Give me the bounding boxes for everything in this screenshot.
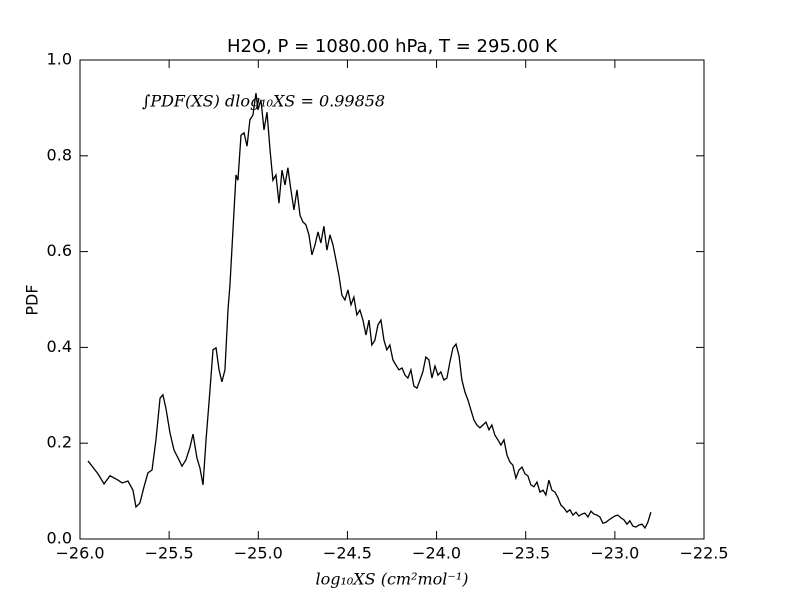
- x-tick-label: −23.5: [501, 544, 550, 563]
- y-tick-label: 0.8: [47, 145, 72, 164]
- x-axis-label: log₁₀XS (cm²mol⁻¹): [315, 570, 468, 589]
- y-tick-label: 1.0: [47, 50, 72, 69]
- x-tick-label: −25.5: [145, 544, 194, 563]
- x-tick-label: −25.0: [234, 544, 283, 563]
- chart-title: H2O, P = 1080.00 hPa, T = 295.00 K: [227, 36, 558, 57]
- y-tick-label: 0.2: [47, 433, 72, 452]
- y-axis-label: PDF: [23, 284, 42, 315]
- x-tick-label: −22.5: [679, 544, 728, 563]
- y-tick-label: 0.4: [47, 337, 72, 356]
- x-tick-label: −26.0: [55, 544, 104, 563]
- annotation: ∫PDF(XS) dlog₁₀XS = 0.99858: [142, 92, 385, 111]
- y-tick-label: 0.0: [47, 529, 72, 548]
- x-tick-label: −24.0: [412, 544, 461, 563]
- x-tick-label: −23.0: [590, 544, 639, 563]
- plot-frame: [79, 59, 705, 540]
- y-tick-label: 0.6: [47, 241, 72, 260]
- x-tick-label: −24.5: [323, 544, 372, 563]
- data-line: [87, 92, 652, 530]
